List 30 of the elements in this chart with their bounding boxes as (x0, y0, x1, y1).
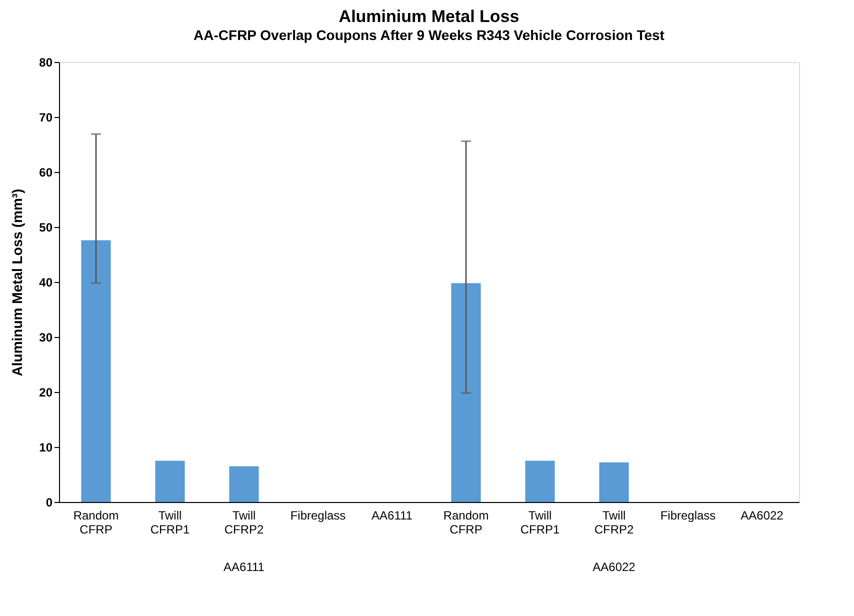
bar (81, 240, 111, 502)
x-tick-label: Random CFRP (443, 508, 489, 536)
text: AA6022 (592, 560, 636, 574)
x-tick-label: AA6111 (372, 508, 413, 522)
y-tick-label: 10 (39, 440, 53, 454)
y-tick-label: 60 (39, 166, 53, 180)
text: AA6111 (224, 560, 265, 574)
bar (229, 466, 259, 502)
chart-title: Aluminium Metal Loss (338, 7, 520, 26)
bar (155, 460, 185, 502)
y-tick-label: 80 (39, 56, 53, 70)
x-tick-label: Twill CFRP1 (150, 508, 190, 536)
y-tick-label: 70 (39, 110, 53, 124)
y-tick-label: 30 (39, 330, 53, 344)
x-tick-label: Fibreglass (290, 508, 346, 522)
x-tick-label: Random CFRP (73, 508, 119, 536)
y-axis-title: Aluminum Metal Loss (mm³) (9, 188, 26, 376)
bar (451, 283, 481, 502)
bar (525, 460, 555, 502)
bar (599, 462, 629, 502)
y-tick-label: 0 (46, 496, 53, 510)
x-tick-label: AA6022 (740, 508, 784, 522)
x-tick-label: Twill CFRP1 (520, 508, 560, 536)
y-tick-label: 50 (39, 220, 53, 234)
x-tick-label: Twill CFRP2 (594, 508, 634, 536)
x-tick-label: Fibreglass (660, 508, 716, 522)
y-tick-label: 20 (39, 386, 53, 400)
x-tick-label: Twill CFRP2 (224, 508, 264, 536)
chart-subtitle: AA-CFRP Overlap Coupons After 9 Weeks R343 Vehicle Corrosion Test (194, 27, 665, 43)
y-tick-label: 40 (39, 276, 53, 290)
